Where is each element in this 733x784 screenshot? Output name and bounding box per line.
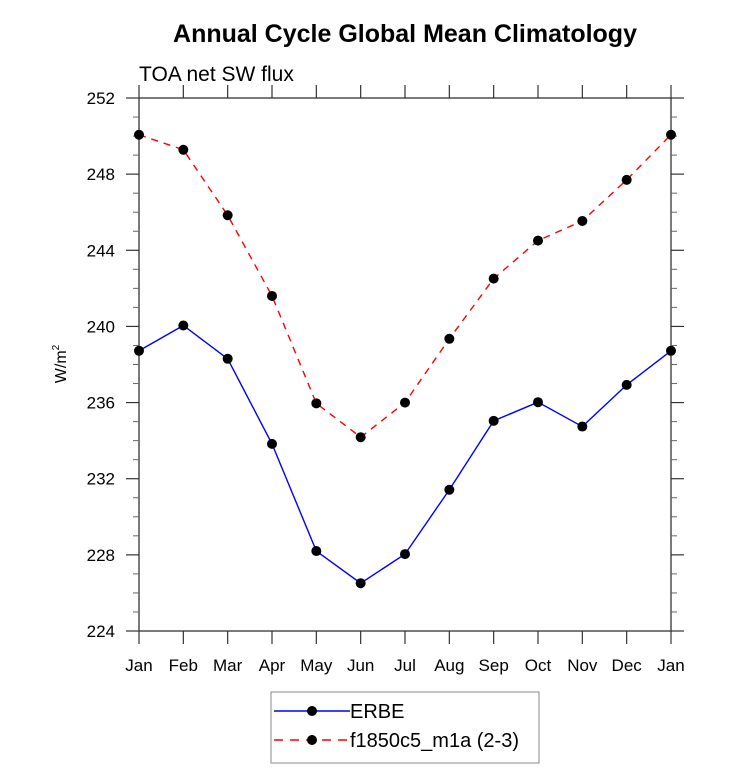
data-point — [444, 484, 455, 495]
data-point — [134, 345, 144, 356]
x-tick-label: Jun — [347, 656, 374, 675]
data-point — [444, 333, 455, 344]
legend-box — [270, 691, 540, 764]
data-point — [621, 174, 632, 185]
data-point — [267, 290, 277, 301]
data-point — [400, 549, 410, 560]
x-tick-label: Jan — [125, 656, 152, 675]
y-tick-label: 248 — [87, 165, 115, 184]
series-erbe — [134, 320, 676, 589]
data-point — [400, 397, 410, 408]
data-point — [178, 320, 189, 331]
data-point — [134, 129, 144, 140]
data-point — [577, 421, 588, 432]
data-point — [621, 379, 632, 390]
data-point — [222, 353, 233, 364]
y-tick-label: 244 — [87, 241, 115, 260]
y-tick-label: 240 — [87, 317, 115, 336]
data-point — [533, 397, 543, 408]
y-tick-label: 252 — [87, 89, 115, 108]
x-tick-label: Feb — [169, 656, 198, 675]
data-point — [178, 144, 189, 155]
y-axis-label-text: W/m — [53, 350, 70, 383]
data-point — [533, 235, 543, 246]
data-point — [267, 438, 277, 449]
data-point — [311, 546, 322, 557]
chart-title: Annual Cycle Global Mean Climatology — [173, 20, 637, 48]
data-point — [577, 215, 588, 226]
series-line — [138, 324, 672, 585]
legend-marker — [307, 735, 317, 745]
x-tick-label: Oct — [525, 656, 552, 675]
x-tick-label: Aug — [434, 656, 464, 675]
x-tick-label: Nov — [567, 656, 598, 675]
legend-label: ERBE — [350, 701, 404, 723]
y-tick-label: 228 — [87, 546, 115, 565]
legend-label: f1850c5_m1a (2-3) — [350, 730, 519, 752]
y-tick-label: 232 — [87, 470, 115, 489]
y-tick-label: 224 — [87, 622, 115, 641]
series-line — [138, 134, 672, 439]
data-point — [222, 210, 233, 221]
x-tick-label: Jul — [394, 656, 416, 675]
data-point — [311, 398, 322, 409]
y-axis-label-superscript: 2 — [51, 344, 62, 350]
data-point — [666, 345, 676, 356]
legend: ERBE f1850c5_m1a (2-3) — [270, 691, 540, 764]
x-tick-label: Apr — [259, 656, 286, 675]
x-tick-label: Dec — [612, 656, 643, 675]
x-tick-label: Mar — [213, 656, 243, 675]
series-layer — [134, 129, 676, 589]
x-tick-label: May — [300, 656, 333, 675]
data-point — [488, 273, 499, 284]
data-point — [666, 129, 676, 140]
data-point — [355, 578, 366, 589]
axes: Jan Feb Mar Apr May Jun Jul Aug Sep Oct Nov Dec Jan 2… — [87, 85, 685, 675]
data-point — [488, 415, 499, 426]
x-tick-label: Sep — [479, 656, 509, 675]
data-point — [355, 432, 366, 443]
y-tick-label: 236 — [87, 394, 115, 413]
x-tick-label: Jan — [657, 656, 684, 675]
legend-marker — [307, 706, 317, 716]
y-axis-label: W/m2 — [51, 344, 70, 383]
chart-subtitle: TOA net SW flux — [139, 63, 294, 86]
series-model — [134, 129, 676, 443]
